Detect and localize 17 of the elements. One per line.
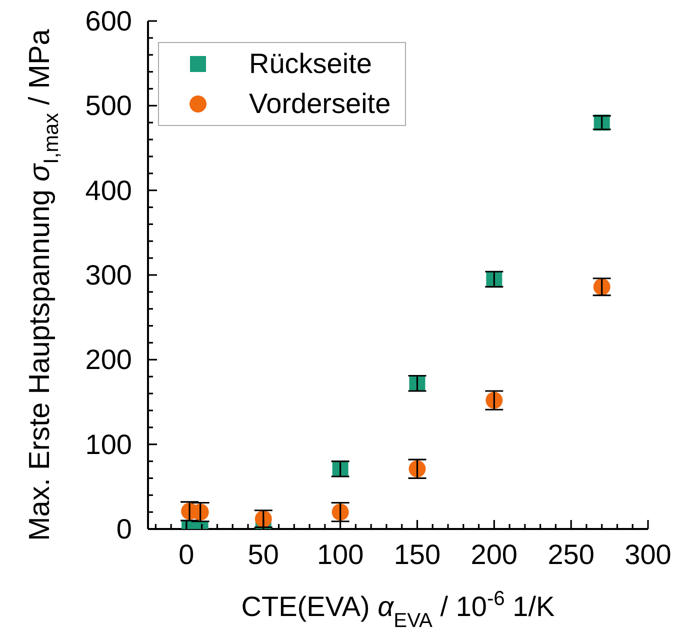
x-tick-label: 150 — [394, 539, 441, 570]
y-tick-label: 200 — [85, 344, 132, 376]
legend-label: Rückseite — [249, 47, 372, 81]
legend-label: Vorderseite — [249, 87, 391, 121]
x-axis-title: CTE(EVA) α$_{EVA}$ / 10$^{-6}$ 1/K — [241, 588, 556, 628]
x-tick-label: 300 — [624, 539, 672, 570]
y-tick-label: 300 — [85, 260, 132, 290]
x-tick-label: 200 — [470, 539, 518, 570]
x-tick-label: 0 — [178, 539, 194, 570]
x-tick-label: 100 — [316, 539, 364, 570]
y-tick-label: 500 — [85, 90, 132, 122]
y-tick-label: 600 — [85, 6, 132, 36]
x-tick-label: 250 — [548, 539, 594, 570]
y-tick-label: 400 — [85, 174, 132, 206]
y-tick-label: 0 — [116, 514, 132, 544]
y-tick-label: 100 — [85, 428, 132, 460]
x-tick-label: 50 — [248, 539, 279, 570]
